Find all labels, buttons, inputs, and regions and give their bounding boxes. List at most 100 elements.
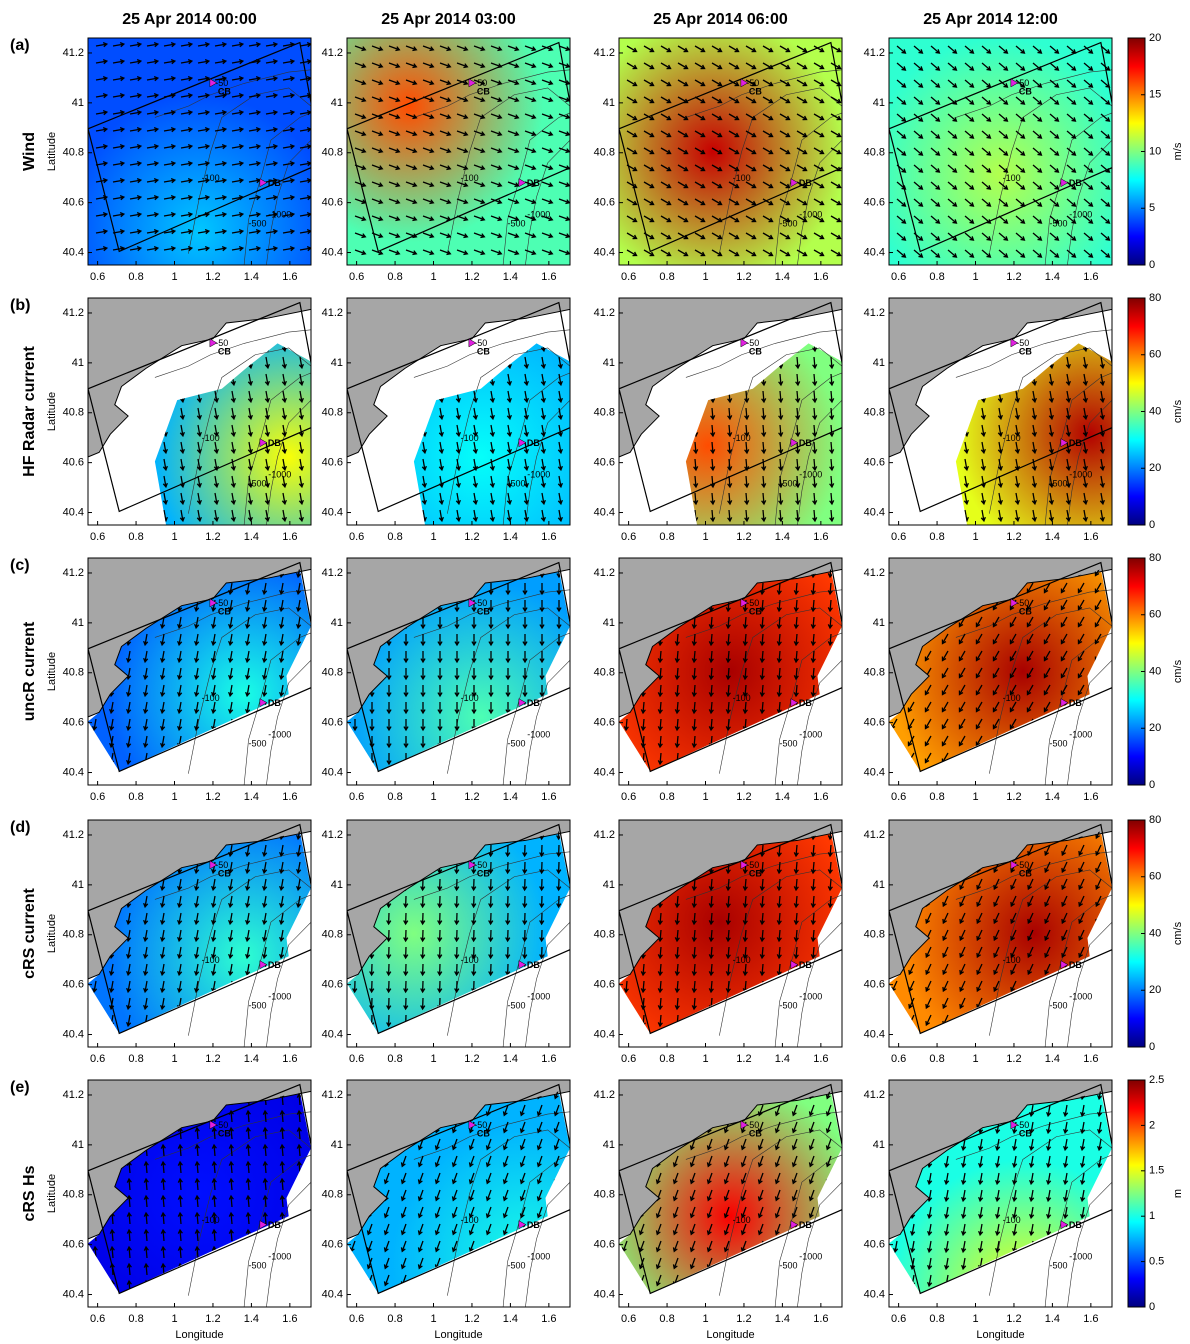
- vector-arrow: [228, 878, 234, 892]
- vector-arrow: [793, 844, 799, 858]
- vector-arrow: [519, 1138, 526, 1151]
- vector-arrow: [674, 667, 680, 681]
- vector-arrow: [655, 1257, 662, 1270]
- vector-arrow: [827, 616, 833, 630]
- vector-arrow: [1032, 198, 1043, 207]
- vector-arrow: [1063, 1155, 1069, 1169]
- vector-arrow: [677, 130, 689, 138]
- vector-arrow: [1066, 232, 1077, 241]
- x-tick-label: 1.2: [464, 1313, 479, 1325]
- vector-arrow: [371, 164, 384, 171]
- vector-arrow: [810, 929, 816, 943]
- isobath-label: -1000: [1069, 209, 1092, 219]
- vector-arrow: [405, 181, 418, 188]
- vector-arrow: [793, 633, 799, 647]
- vector-arrow: [964, 232, 975, 241]
- isobath-label: -100: [461, 1215, 479, 1225]
- vector-arrow: [1029, 1104, 1035, 1118]
- x-tick-label: 1: [171, 531, 177, 543]
- vector-arrow: [405, 62, 418, 69]
- vector-arrow: [1044, 844, 1051, 857]
- y-tick-label: 40.6: [864, 457, 885, 469]
- vector-arrow: [913, 164, 924, 173]
- vector-arrow: [248, 144, 262, 150]
- isobath-label: -100: [202, 1215, 220, 1225]
- vector-arrow: [180, 229, 194, 235]
- vector-arrow: [693, 492, 699, 506]
- x-tick-label: 1.4: [775, 1053, 790, 1065]
- vector-arrow: [489, 509, 495, 523]
- vector-arrow: [405, 164, 418, 171]
- isobath-label: -100: [1003, 955, 1021, 965]
- colorbar-tick-label: 60: [1149, 609, 1161, 621]
- y-tick-label: 40.4: [864, 506, 885, 518]
- x-tick-label: 1: [702, 271, 708, 283]
- vector-arrow: [744, 441, 750, 455]
- vector-arrow: [993, 929, 1000, 942]
- vector-arrow: [438, 509, 444, 523]
- vector-arrow: [248, 229, 262, 235]
- vector-arrow: [655, 1240, 662, 1253]
- vector-arrow: [896, 249, 907, 258]
- vector-arrow: [759, 895, 765, 909]
- vector-arrow: [366, 1240, 373, 1253]
- vector-arrow: [522, 668, 528, 681]
- vector-arrow: [740, 1240, 747, 1253]
- vector-arrow: [660, 147, 672, 155]
- vector-arrow: [282, 42, 296, 48]
- y-tick-label: 41: [603, 617, 615, 629]
- vector-arrow: [1043, 667, 1051, 679]
- vector-arrow: [1099, 373, 1105, 387]
- vector-arrow: [112, 178, 126, 184]
- colorbar-tick-label: 40: [1149, 405, 1161, 417]
- vector-arrow: [978, 1223, 984, 1237]
- vector-arrow: [947, 249, 958, 258]
- vector-arrow: [711, 96, 723, 104]
- x-tick-label: 1.2: [1006, 531, 1021, 543]
- vector-arrow: [711, 130, 723, 138]
- station-label: CB: [1019, 1128, 1032, 1138]
- vector-arrow: [454, 963, 460, 977]
- vector-arrow: [112, 246, 126, 252]
- colorbar-tick-label: 1.5: [1149, 1165, 1164, 1177]
- vector-arrow: [472, 424, 478, 438]
- vector-arrow: [993, 878, 1000, 891]
- vector-arrow: [279, 599, 285, 613]
- vector-arrow: [279, 895, 285, 909]
- vector-arrow: [194, 718, 200, 732]
- station-label: DB: [799, 698, 812, 708]
- vector-arrow: [672, 1240, 679, 1253]
- vector-arrow: [247, 509, 253, 523]
- vector-arrow: [177, 718, 183, 732]
- x-tick-label: 1.2: [736, 1313, 751, 1325]
- vector-arrow: [745, 79, 757, 87]
- vector-arrow: [369, 702, 375, 715]
- vector-arrow: [998, 249, 1009, 258]
- isobath: [989, 1129, 1112, 1296]
- vector-arrow: [472, 407, 478, 421]
- vector-arrow: [456, 164, 469, 171]
- x-tick-label: 0.6: [90, 791, 105, 803]
- vector-arrow: [961, 1155, 967, 1169]
- vector-arrow: [774, 1121, 781, 1134]
- vector-arrow: [708, 980, 714, 994]
- vector-arrow: [677, 232, 689, 240]
- vector-arrow: [677, 181, 689, 189]
- vector-arrow: [354, 113, 367, 120]
- vector-arrow: [1082, 390, 1088, 404]
- vector-arrow: [245, 1126, 251, 1140]
- vector-arrow: [959, 878, 966, 891]
- vector-arrow: [947, 96, 958, 105]
- vector-arrow: [420, 685, 426, 698]
- vector-arrow: [488, 963, 494, 977]
- vector-arrow: [657, 1014, 663, 1028]
- vector-arrow: [693, 441, 699, 455]
- vector-arrow: [924, 752, 932, 764]
- colorbar-tick-label: 2.5: [1149, 1074, 1164, 1086]
- vector-arrow: [109, 718, 115, 732]
- vector-arrow: [796, 62, 808, 70]
- vector-arrow: [163, 76, 177, 82]
- isobath-label: -100: [202, 433, 220, 443]
